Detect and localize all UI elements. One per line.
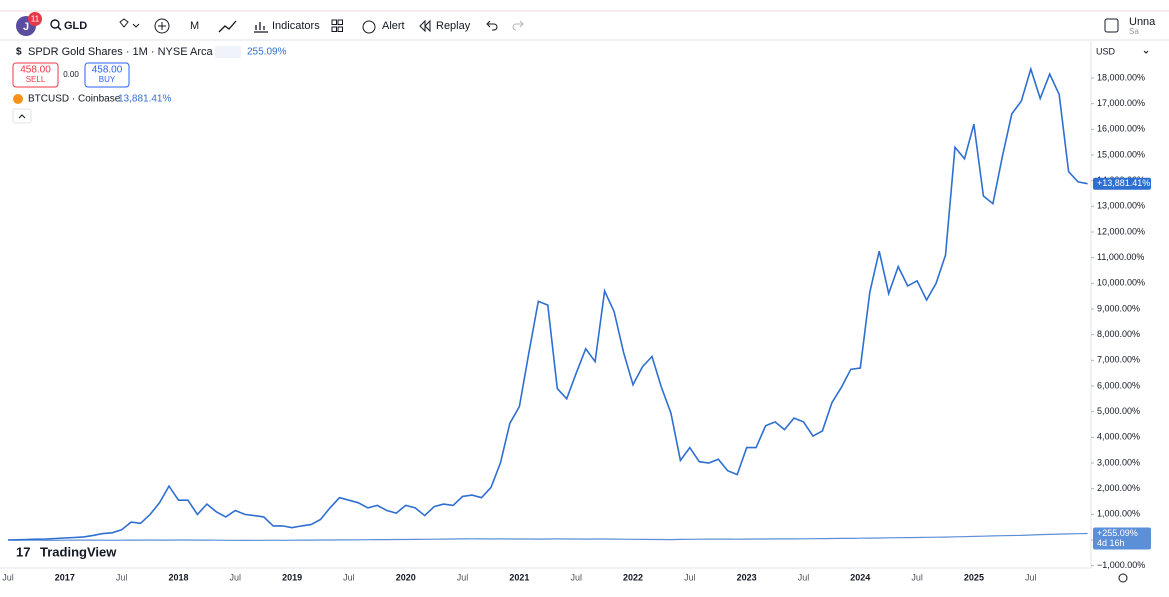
x-tick-label: Jul [570,572,582,582]
y-tick-label: 12,000.00% [1097,226,1145,236]
y-tick-label: 11,000.00% [1097,252,1144,262]
y-tick-label: 1,000.00% [1097,509,1140,519]
sell-label: SELL [26,75,46,84]
x-tick-label: Jul [230,572,242,582]
x-tick-label: Jul [343,572,355,582]
plot-area: Jul 2017 Jul 2018 Jul 2019 Jul 2020 Jul 2021 Jul 20… [2,66,1088,582]
y-tick-label: 17,000.00% [1097,98,1145,108]
legend-buttons[interactable] [215,46,241,58]
add-symbol-icon[interactable] [154,18,170,34]
undo-icon[interactable] [486,20,498,31]
price-axis [1091,41,1169,597]
x-tick-label: 2023 [737,572,757,582]
x-tick-label: 2017 [55,572,75,582]
y-tick-label: 2,000.00% [1097,483,1140,493]
collapse-icon [18,114,26,119]
symbol[interactable]: GLD [64,20,87,32]
y-tick-label: 10,000.00% [1097,278,1145,288]
x-tick-label: Jul [798,572,810,582]
indicators-button[interactable]: Indicators [272,20,320,32]
x-tick-label: Jul [116,572,128,582]
y-tick-label: 13,000.00% [1097,201,1145,211]
search-icon-handle [57,26,62,31]
legend-value: 13,881.41% [118,94,171,105]
last-value-label: +255.09% [1097,528,1138,538]
notification-count: 11 [31,15,40,24]
layout-icon[interactable] [331,19,337,25]
countdown: 4d 16h [1097,538,1125,548]
x-tick-label: 2024 [850,572,870,582]
buy-label: BUY [99,75,116,84]
layout-icon-part [331,26,337,32]
x-tick-label: 2018 [168,572,188,582]
axis-layer: −1,000.00%0.00%1,000.00%2,000.00%3,000.0… [1091,72,1151,570]
buy-button[interactable] [84,62,130,88]
x-tick-label: 2020 [396,572,416,582]
layout-select-icon[interactable] [1104,18,1119,33]
legend-name: SPDR Gold Shares · 1M · NYSE Arca [28,46,213,58]
y-tick-label: 4,000.00% [1097,432,1140,442]
legend-name: BTCUSD · Coinbase [28,94,121,105]
currency-dropdown[interactable] [1143,50,1149,54]
x-tick-label: 2025 [964,572,984,582]
series-line [7,66,1088,541]
y-tick-label: 8,000.00% [1097,329,1140,339]
settings-icon[interactable] [1118,573,1128,583]
search-icon[interactable] [50,19,60,29]
x-tick-label: 2019 [282,572,302,582]
logo-mark: 17 [16,544,30,559]
x-tick-label: 2021 [509,572,529,582]
currency[interactable]: USD [1096,46,1116,56]
y-tick-label: −1,000.00% [1097,560,1145,570]
y-tick-label: 15,000.00% [1097,149,1145,159]
series-line [7,532,1088,542]
compare-icon[interactable] [119,18,129,28]
x-tick-label: Jul [457,572,469,582]
last-value-badge [1093,177,1151,190]
add-symbol-plus [158,22,166,30]
indicators-icon[interactable] [254,22,268,33]
logo: TradingView [40,544,117,559]
y-tick-label: 3,000.00% [1097,457,1140,467]
y-tick-label: 9,000.00% [1097,303,1140,313]
replay-button[interactable]: Replay [436,20,471,32]
y-tick-label: 18,000.00% [1097,72,1145,82]
dropdown-icon[interactable] [132,23,140,28]
spread: 0.00 [63,70,79,79]
collapse-legend[interactable] [12,108,32,124]
replay-icon[interactable] [419,19,431,33]
y-tick-label: 7,000.00% [1097,355,1140,365]
y-tick-label: 16,000.00% [1097,124,1145,134]
avatar-letter: J [23,21,29,33]
chart-type-icon[interactable] [218,20,237,33]
layout-icon-part [337,19,343,25]
y-tick-label: 6,000.00% [1097,380,1140,390]
redo-icon[interactable] [512,20,524,31]
last-value-label: +13,881.41% [1097,178,1150,188]
buy-price: 458.00 [92,65,123,76]
x-tick-label: Jul [1025,572,1037,582]
sell-button[interactable] [12,62,59,88]
legend-value: 255.09% [247,47,287,58]
last-value-badge [1093,527,1151,550]
btc-icon [13,94,23,104]
x-tick-label: 2022 [623,572,643,582]
save-status: Sa [1129,27,1139,36]
sell-price: 458.00 [20,65,51,76]
gld-icon: $ [16,47,22,58]
layout-name[interactable]: Unna [1129,16,1156,28]
alert-button[interactable]: Alert [382,20,405,32]
layout-icon-part [337,26,343,32]
x-tick-label: Jul [911,572,923,582]
notification-badge[interactable] [28,12,42,26]
alert-icon[interactable] [362,20,376,34]
y-tick-label: 5,000.00% [1097,406,1140,416]
interval[interactable]: M [190,20,199,32]
x-tick-label: Jul [2,572,14,582]
x-tick-label: Jul [684,572,696,582]
